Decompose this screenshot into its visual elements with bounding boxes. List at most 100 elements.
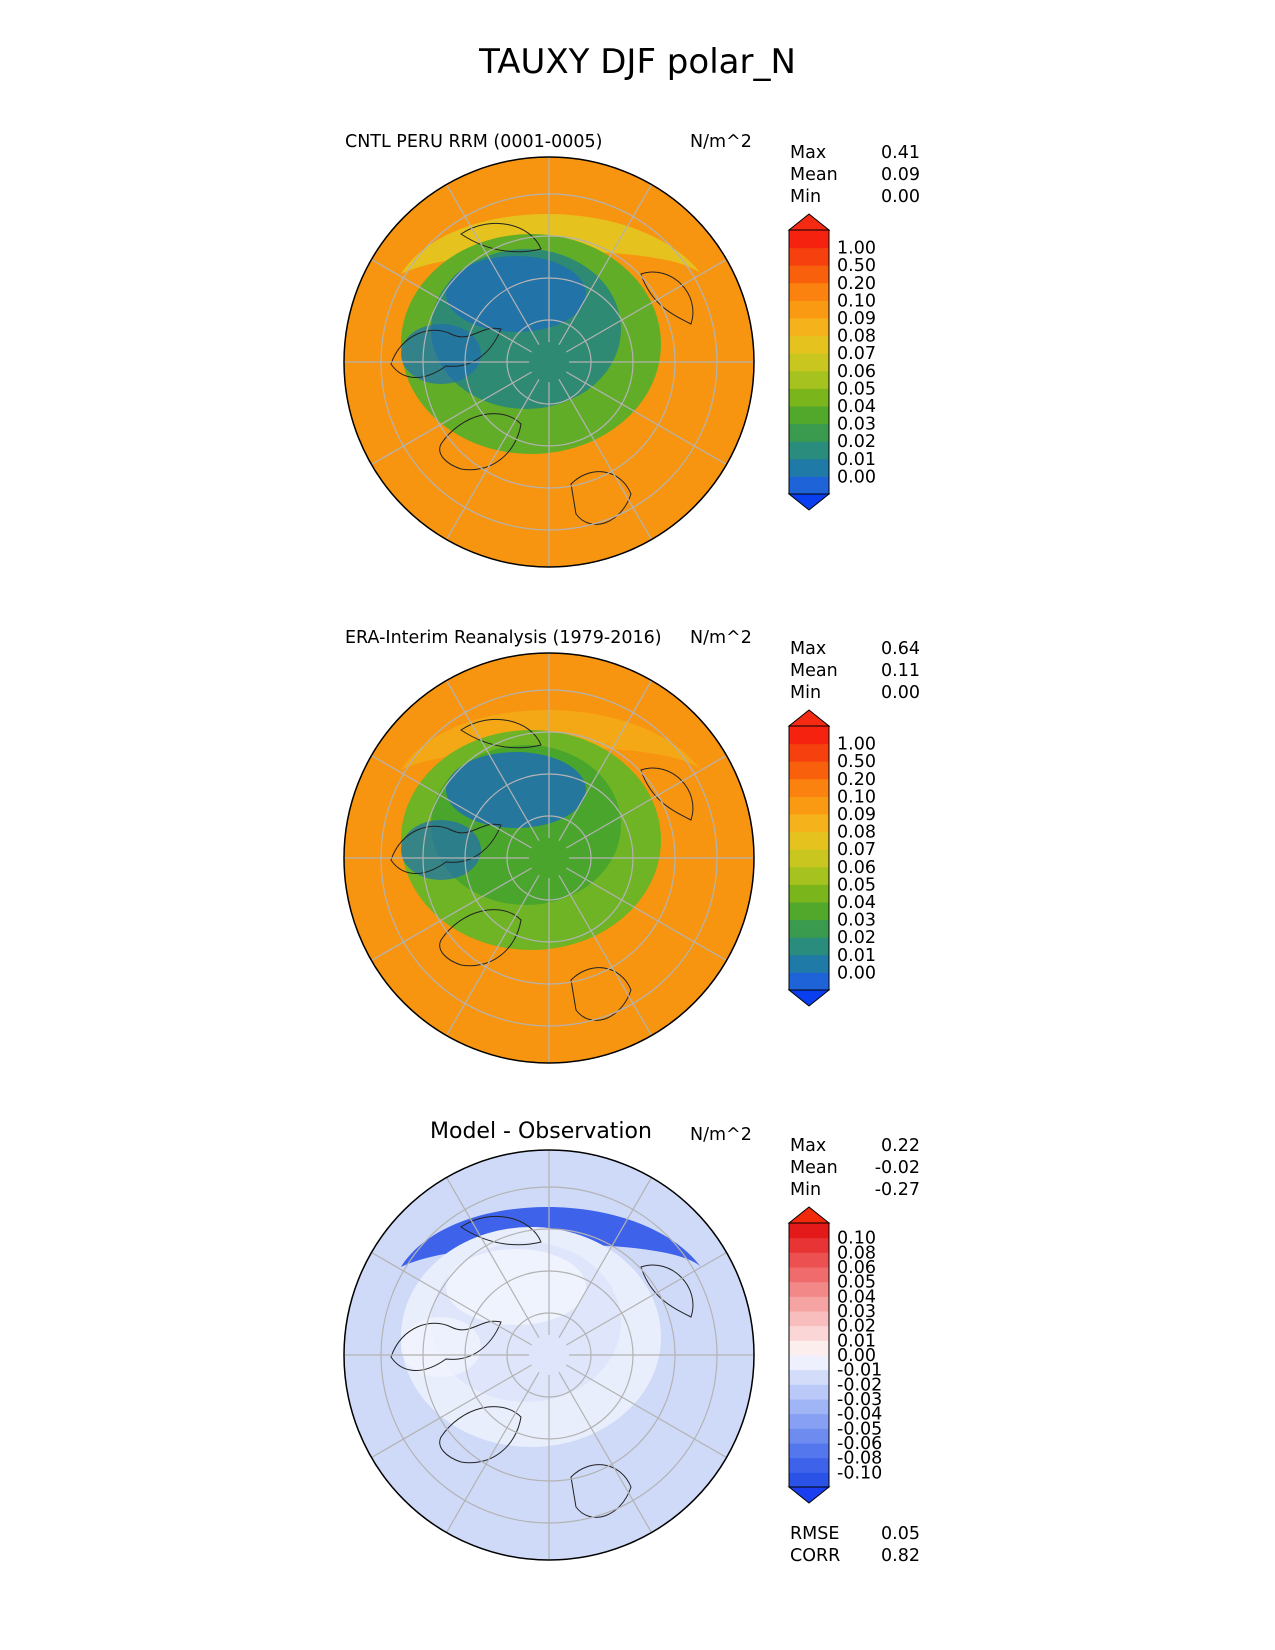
colorbar-segment xyxy=(789,265,829,284)
colorbar-tick-label: -0.01 xyxy=(837,1361,882,1381)
polar-map xyxy=(343,156,755,568)
meridian-line xyxy=(445,379,540,540)
colorbar: -0.10-0.08-0.06-0.05-0.04-0.03-0.02-0.01… xyxy=(787,1206,882,1504)
colorbar-segment xyxy=(789,476,829,495)
panel-difference: Model - Observation N/m^2 Max 0.22 Mean -0… xyxy=(0,1119,1275,1615)
colorbar-tick-label: 0.07 xyxy=(837,840,876,860)
coastline xyxy=(460,1215,542,1246)
panel-title: ERA-Interim Reanalysis (1979-2016) xyxy=(345,628,662,648)
colorbar-tick-label: 0.20 xyxy=(837,274,876,294)
colorbar-tick-label: 0.06 xyxy=(837,362,876,382)
panel-units: N/m^2 xyxy=(690,132,752,152)
field-core xyxy=(401,820,481,880)
meridian-line xyxy=(558,680,653,841)
colorbar-segment xyxy=(789,866,829,885)
coastline xyxy=(570,471,632,525)
colorbar-segment xyxy=(789,796,829,815)
coastline xyxy=(390,1320,502,1372)
colorbar-tick-label: 0.03 xyxy=(837,911,876,931)
colorbar-segment xyxy=(789,1457,829,1473)
coastline xyxy=(640,1264,694,1318)
colorbar: 0.000.010.020.030.040.050.060.070.080.09… xyxy=(787,213,876,511)
colorbar-segment xyxy=(789,778,829,797)
colorbar-segment xyxy=(789,726,829,745)
meridian-line xyxy=(558,184,653,345)
coastline xyxy=(390,327,502,379)
colorbar-tick-label: -0.06 xyxy=(837,1434,882,1454)
colorbar-segment xyxy=(789,761,829,780)
colorbar-tick-label: 0.07 xyxy=(837,344,876,364)
stat-max-label: Max xyxy=(790,143,827,163)
colorbar-tick-label: 0.08 xyxy=(837,1243,876,1263)
coastline xyxy=(640,271,694,325)
colorbar-tick-label: 0.00 xyxy=(837,963,876,983)
meridian-line xyxy=(371,1251,532,1346)
colorbar-tick-label: 0.02 xyxy=(837,928,876,948)
colorbar-tick-label: 0.06 xyxy=(837,1258,876,1278)
colorbar-tick-label: -0.02 xyxy=(837,1375,882,1395)
field-core xyxy=(446,1249,586,1325)
coastline xyxy=(640,767,694,821)
panel-title: CNTL PERU RRM (0001-0005) xyxy=(345,132,603,152)
colorbar-segment xyxy=(789,1443,829,1459)
colorbar-segment xyxy=(789,1384,829,1400)
panel-title: Model - Observation xyxy=(430,1119,652,1144)
colorbar-tick-label: 1.00 xyxy=(837,735,876,755)
colorbar-segment xyxy=(789,1340,829,1356)
stat-mean-label: Mean xyxy=(790,1158,838,1178)
colorbar-tick-label: 0.03 xyxy=(837,415,876,435)
colorbar-segment xyxy=(789,406,829,425)
rmse-value: 0.05 xyxy=(881,1524,920,1544)
meridian-line xyxy=(558,1372,653,1533)
corr-label: CORR xyxy=(790,1546,841,1566)
field-core xyxy=(446,752,586,828)
meridian-line xyxy=(445,1372,540,1533)
colorbar-tick-label: 0.08 xyxy=(837,823,876,843)
panel-stats: Max 0.64 Mean 0.11 Min 0.00 xyxy=(790,638,920,704)
stat-max: 0.64 xyxy=(881,639,920,659)
meridian-line xyxy=(558,379,653,540)
stat-min-label: Min xyxy=(790,187,822,207)
stat-min: -0.27 xyxy=(874,1180,920,1200)
field-layer xyxy=(344,653,754,1063)
field-core xyxy=(401,324,481,384)
colorbar-segment xyxy=(789,335,829,354)
colorbar-tick-label: 0.05 xyxy=(837,379,876,399)
colorbar-tick-label: 0.06 xyxy=(837,858,876,878)
colorbar-extend-max xyxy=(787,709,831,727)
colorbar-segment xyxy=(789,1472,829,1488)
colorbar-tick-label: 0.10 xyxy=(837,787,876,807)
colorbar-segment xyxy=(789,1237,829,1253)
coastline xyxy=(570,1464,632,1518)
colorbar-segment xyxy=(789,1311,829,1327)
stat-mean-label: Mean xyxy=(790,661,838,681)
colorbar-segment xyxy=(789,919,829,938)
colorbar-segment xyxy=(789,1428,829,1444)
colorbar-tick-label: 0.08 xyxy=(837,327,876,347)
corr-value: 0.82 xyxy=(881,1546,920,1566)
colorbar-segment xyxy=(789,902,829,921)
colorbar-frame xyxy=(788,725,830,991)
meridian-line xyxy=(445,184,540,345)
colorbar-extend-min xyxy=(787,1486,831,1504)
field-core xyxy=(401,1317,481,1377)
colorbar-tick-label: 0.09 xyxy=(837,309,876,329)
panel-units: N/m^2 xyxy=(690,628,752,648)
meridian-line xyxy=(558,875,653,1036)
meridian-line xyxy=(371,867,532,962)
colorbar-tick-label: 0.10 xyxy=(837,291,876,311)
colorbar-segment xyxy=(789,1281,829,1297)
stat-max: 0.22 xyxy=(881,1136,920,1156)
colorbar-extend-max xyxy=(787,1206,831,1224)
colorbar-tick-label: 0.03 xyxy=(837,1302,876,1322)
coastline xyxy=(439,909,522,967)
coastline xyxy=(439,413,522,471)
meridian-line xyxy=(566,258,727,353)
stat-min: 0.00 xyxy=(881,187,920,207)
colorbar-tick-label: 0.50 xyxy=(837,256,876,276)
colorbar-segment xyxy=(789,849,829,868)
colorbar-frame xyxy=(788,1222,830,1488)
meridian-line xyxy=(566,371,727,466)
colorbar-segment xyxy=(789,458,829,477)
meridian-line xyxy=(445,875,540,1036)
